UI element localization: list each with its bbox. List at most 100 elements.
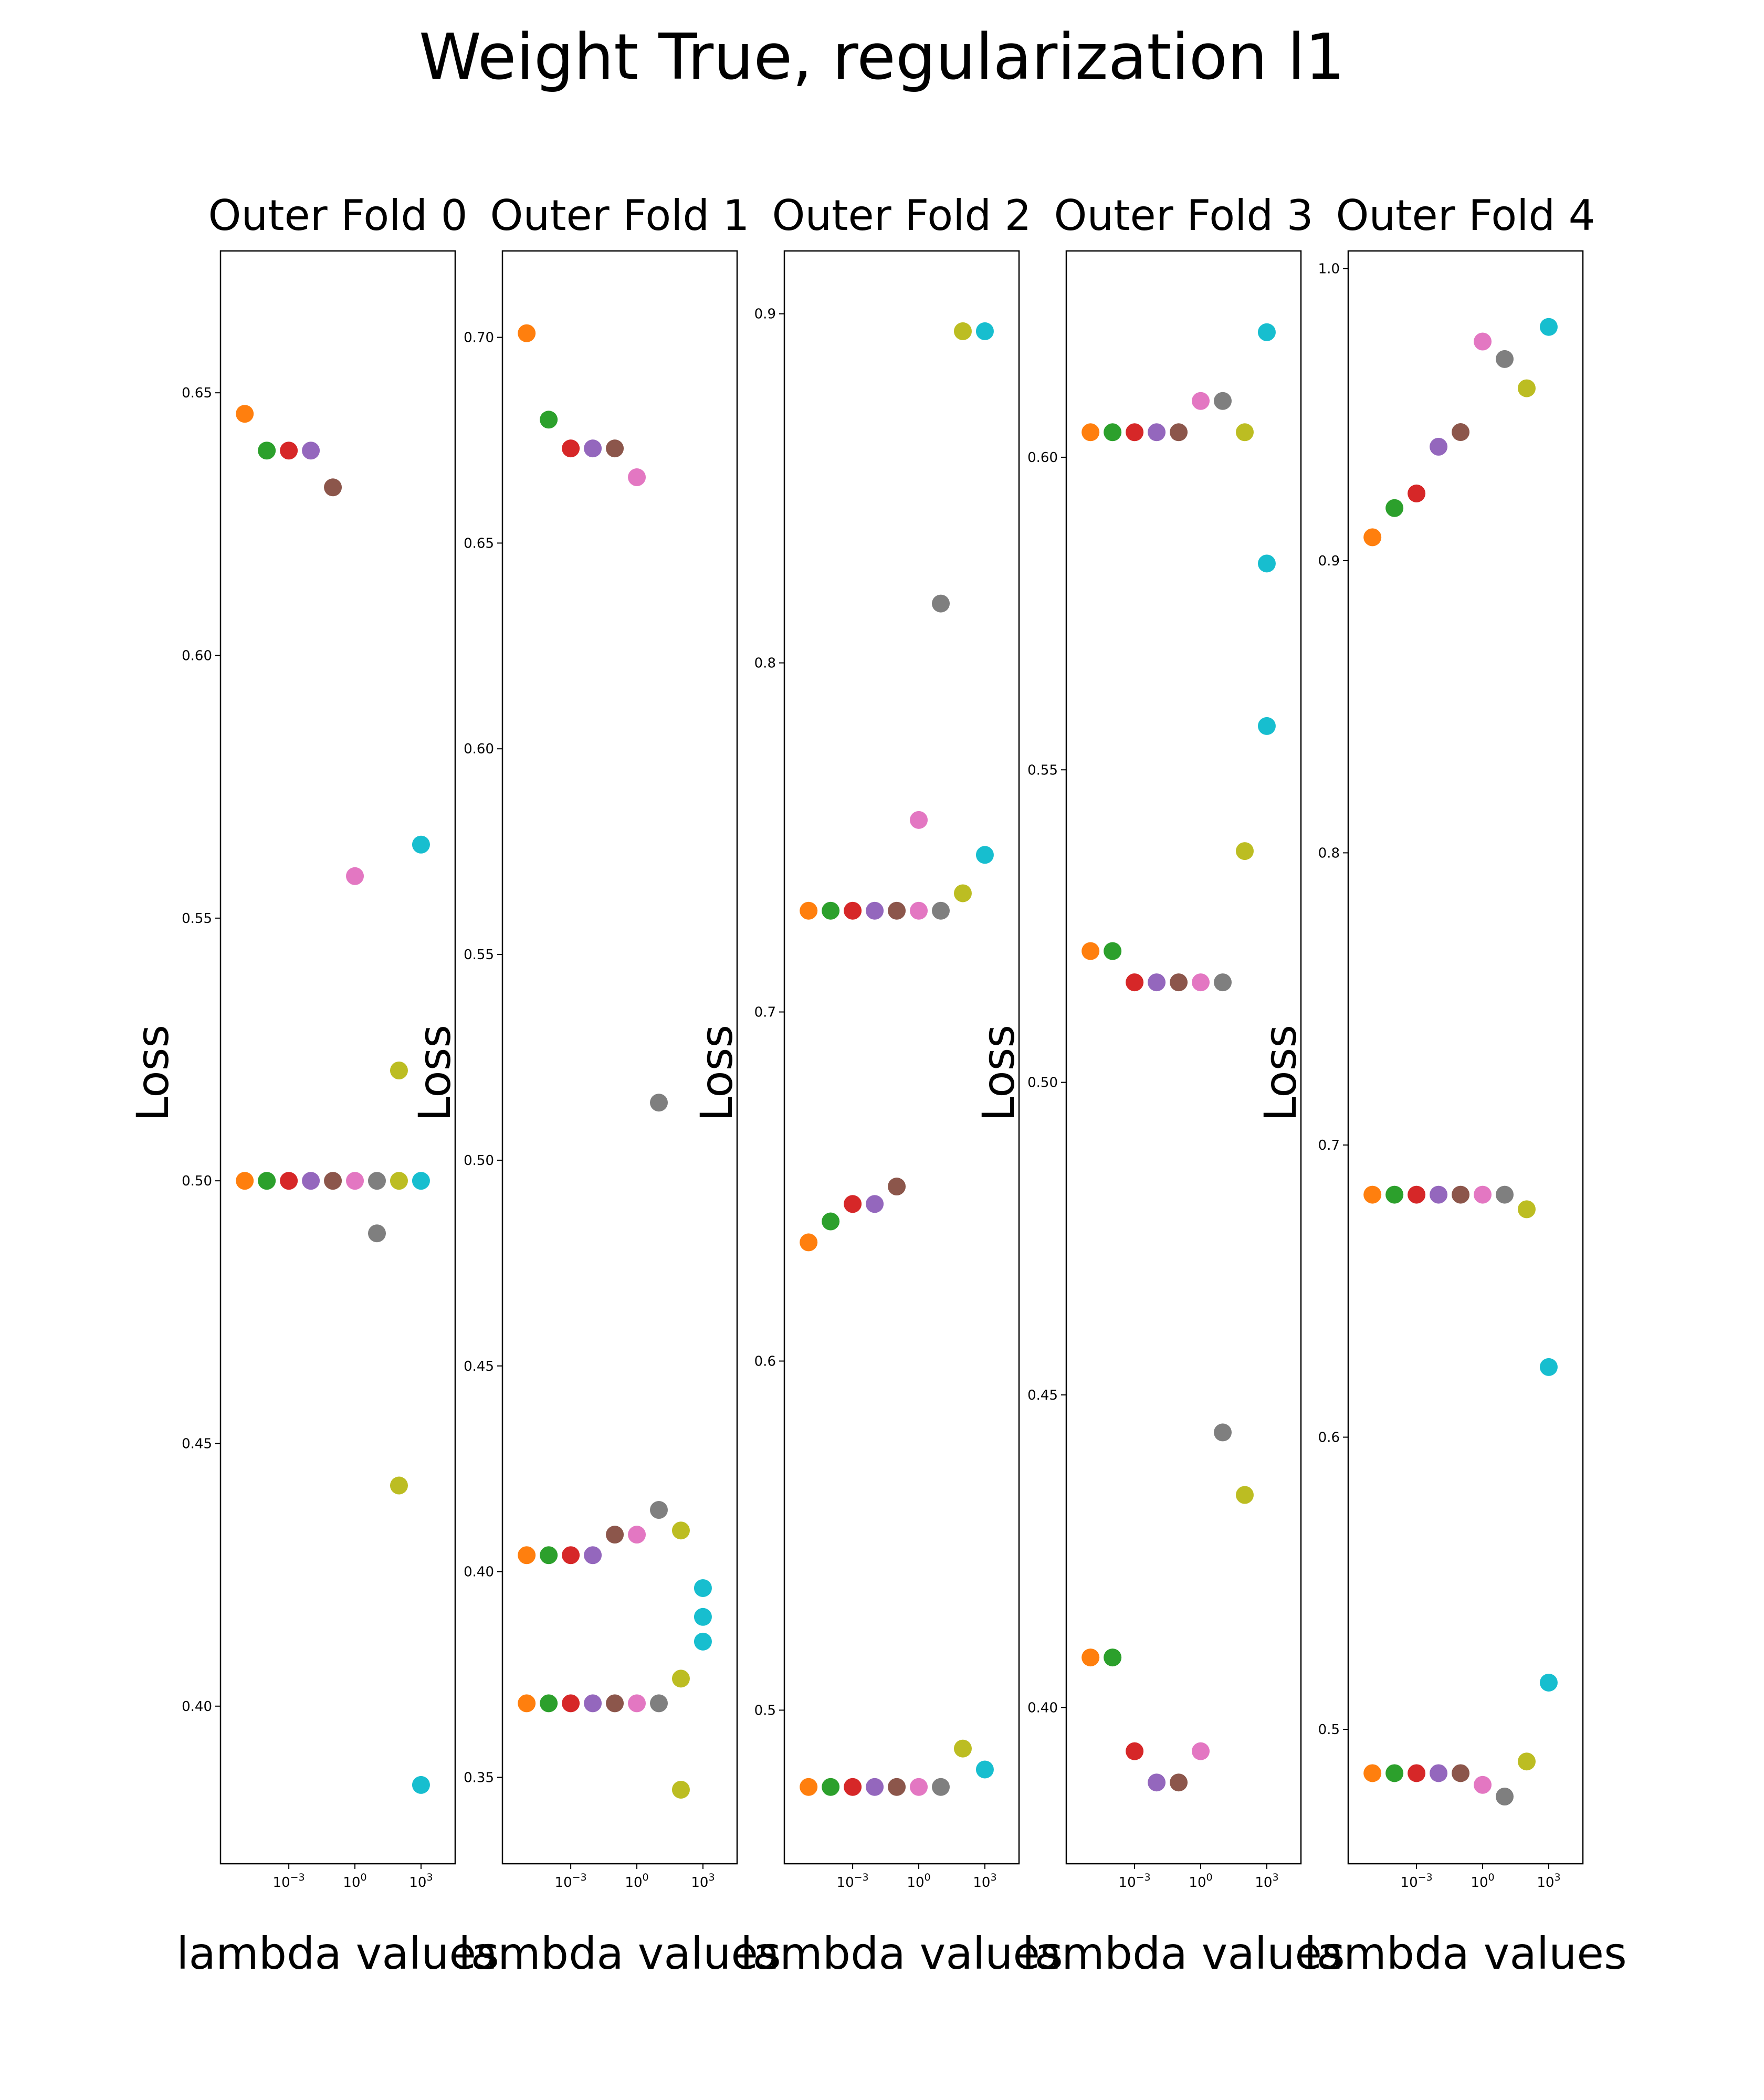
data-point <box>1496 1185 1514 1204</box>
x-tick-label: 10−3 <box>555 1872 587 1891</box>
data-point <box>844 1778 862 1796</box>
data-point <box>1452 1764 1470 1782</box>
data-point <box>1363 1764 1382 1782</box>
data-point <box>1192 973 1210 992</box>
data-point <box>562 1694 580 1713</box>
data-point <box>822 901 840 920</box>
data-point <box>258 442 276 460</box>
data-point <box>975 1760 994 1779</box>
data-point <box>412 1172 430 1190</box>
data-point <box>324 1172 342 1190</box>
data-point <box>1082 942 1100 960</box>
data-point <box>1539 318 1558 336</box>
x-axis-label: lambda values <box>1022 1928 1345 1979</box>
subplot-title: Outer Fold 1 <box>490 191 749 240</box>
data-point <box>1496 350 1514 368</box>
y-tick-label: 0.60 <box>1027 450 1058 466</box>
subplot-title: Outer Fold 0 <box>208 191 467 240</box>
data-point <box>540 411 558 429</box>
y-tick-label: 0.7 <box>754 1005 776 1021</box>
y-tick-label: 0.35 <box>464 1770 494 1786</box>
data-point <box>1235 423 1254 442</box>
data-point <box>540 1694 558 1713</box>
data-point <box>822 1778 840 1796</box>
y-tick-label: 0.8 <box>1318 845 1340 861</box>
data-point <box>910 811 928 829</box>
data-point <box>866 901 884 920</box>
data-point <box>1126 973 1144 992</box>
data-point <box>888 1178 906 1196</box>
data-point <box>606 1526 624 1544</box>
data-point <box>953 322 972 340</box>
y-tick-label: 0.50 <box>464 1153 494 1169</box>
y-tick-label: 0.6 <box>754 1353 776 1369</box>
y-tick-label: 0.6 <box>1318 1430 1340 1445</box>
data-point <box>800 901 818 920</box>
data-point <box>650 1501 668 1519</box>
data-point <box>1170 973 1188 992</box>
data-point <box>1148 1773 1166 1792</box>
data-point <box>302 442 320 460</box>
y-tick-label: 0.65 <box>464 536 494 551</box>
data-point <box>866 1195 884 1213</box>
data-point <box>236 1172 254 1190</box>
data-point <box>1235 842 1254 860</box>
data-point <box>1148 973 1166 992</box>
y-tick-label: 0.7 <box>1318 1138 1340 1153</box>
data-point <box>412 1776 430 1794</box>
data-point <box>562 1546 580 1564</box>
x-tick-label: 10−3 <box>1119 1872 1151 1891</box>
data-point <box>258 1172 276 1190</box>
y-tick-label: 0.70 <box>464 330 494 346</box>
data-point <box>1235 1486 1254 1504</box>
x-tick-label: 103 <box>409 1872 433 1891</box>
y-tick-label: 0.50 <box>182 1173 212 1189</box>
data-point <box>280 442 298 460</box>
x-tick-label: 103 <box>973 1872 996 1891</box>
plot-frame <box>501 250 738 1865</box>
y-tick-label: 0.60 <box>182 648 212 664</box>
x-axis-label: lambda values <box>176 1928 499 1979</box>
subplot-0: Outer Fold 0 0.40 0.45 0.50 0.55 0.60 0.65 10−3… <box>127 191 499 1979</box>
y-tick-label: 0.55 <box>1027 762 1058 778</box>
figure-title: Weight True, regularization l1 <box>419 21 1345 94</box>
data-point <box>584 439 602 458</box>
y-axis-label: Loss <box>691 1025 742 1121</box>
data-point <box>671 1780 690 1799</box>
data-point <box>1474 1185 1492 1204</box>
data-point <box>1385 1185 1404 1204</box>
x-tick-label: 103 <box>1537 1872 1560 1891</box>
data-point <box>606 439 624 458</box>
data-point <box>1257 717 1276 735</box>
data-point <box>694 1632 712 1651</box>
data-point <box>1192 392 1210 410</box>
plot-frame <box>219 250 456 1865</box>
y-tick-label: 0.5 <box>754 1703 776 1718</box>
x-tick-label: 100 <box>1471 1872 1494 1891</box>
data-point <box>800 1233 818 1252</box>
data-point <box>346 867 364 885</box>
data-point <box>1170 423 1188 442</box>
data-point <box>628 1694 646 1713</box>
y-tick-label: 1.0 <box>1318 261 1340 277</box>
data-point <box>280 1172 298 1190</box>
x-tick-label: 10−3 <box>273 1872 305 1891</box>
data-point <box>1257 323 1276 341</box>
data-point <box>650 1094 668 1112</box>
data-point <box>975 322 994 340</box>
data-point <box>390 1062 408 1080</box>
data-point <box>1192 1742 1210 1760</box>
data-point <box>866 1778 884 1796</box>
subplot-title: Outer Fold 3 <box>1054 191 1313 240</box>
data-point <box>1452 1185 1470 1204</box>
data-point <box>1385 499 1404 517</box>
data-point <box>390 1172 408 1190</box>
x-tick-label: 10−3 <box>837 1872 869 1891</box>
y-tick-label: 0.9 <box>1318 553 1340 569</box>
data-point <box>628 1526 646 1544</box>
y-tick-label: 0.40 <box>1027 1700 1058 1716</box>
subplot-4: Outer Fold 4 0.5 0.6 0.7 0.8 0.9 1.0 10−3 100 103… <box>1255 191 1627 1979</box>
data-point <box>1214 392 1232 410</box>
data-point <box>1082 423 1100 442</box>
